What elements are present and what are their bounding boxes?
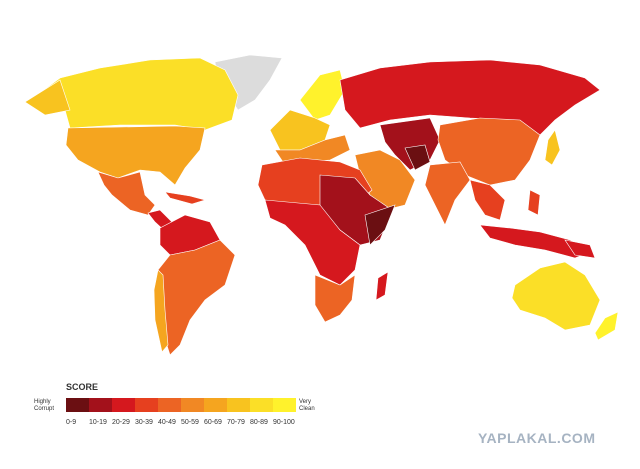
madagascar — [375, 271, 389, 301]
legend-label: 30-39 — [135, 419, 153, 426]
caribbean — [164, 191, 207, 205]
south-america — [157, 239, 236, 356]
japan — [544, 129, 561, 166]
legend-swatch — [89, 398, 112, 412]
legend-swatch — [181, 398, 204, 412]
legend-label: 0-9 — [66, 419, 77, 426]
world-map — [24, 54, 619, 356]
legend-label: 20-29 — [112, 419, 130, 426]
legend-swatch — [66, 398, 89, 412]
legend-swatch — [135, 398, 158, 412]
mexico — [97, 171, 156, 216]
legend-swatch — [250, 398, 273, 412]
russia — [339, 59, 601, 136]
legend-swatch — [273, 398, 296, 412]
legend-high-label: Very Clean — [299, 399, 315, 412]
alaska — [24, 79, 71, 116]
legend-label: 70-79 — [227, 419, 245, 426]
legend-label: 90-100 — [273, 419, 295, 426]
legend-title: SCORE — [66, 382, 99, 392]
legend-label: 60-69 — [204, 419, 222, 426]
legend-swatch — [227, 398, 250, 412]
legend-swatch — [112, 398, 135, 412]
scandinavia — [299, 69, 346, 121]
afghanistan — [404, 144, 431, 171]
somalia — [364, 204, 396, 246]
legend-bar — [66, 398, 296, 412]
legend-label: 50-59 — [181, 419, 199, 426]
legend-label: 80-89 — [250, 419, 268, 426]
legend-labels: 0-9 10-19 20-29 30-39 40-49 50-59 60-69 70-79 80… — [66, 419, 296, 426]
legend-label: 10-19 — [89, 419, 107, 426]
chile — [153, 269, 169, 353]
new-zealand — [594, 311, 619, 341]
southern-africa — [314, 274, 356, 323]
legend-swatch — [158, 398, 181, 412]
north-america-north — [29, 57, 239, 131]
southeast-asia — [469, 179, 506, 221]
philippines — [527, 189, 541, 216]
legend-low-label: Highly Corrupt — [34, 399, 55, 412]
png — [564, 239, 596, 259]
legend-label: 40-49 — [158, 419, 176, 426]
australia — [511, 261, 601, 331]
legend-swatch — [204, 398, 227, 412]
watermark: YAPLAKAL.COM — [478, 430, 596, 446]
india — [424, 161, 471, 226]
usa — [65, 125, 206, 186]
